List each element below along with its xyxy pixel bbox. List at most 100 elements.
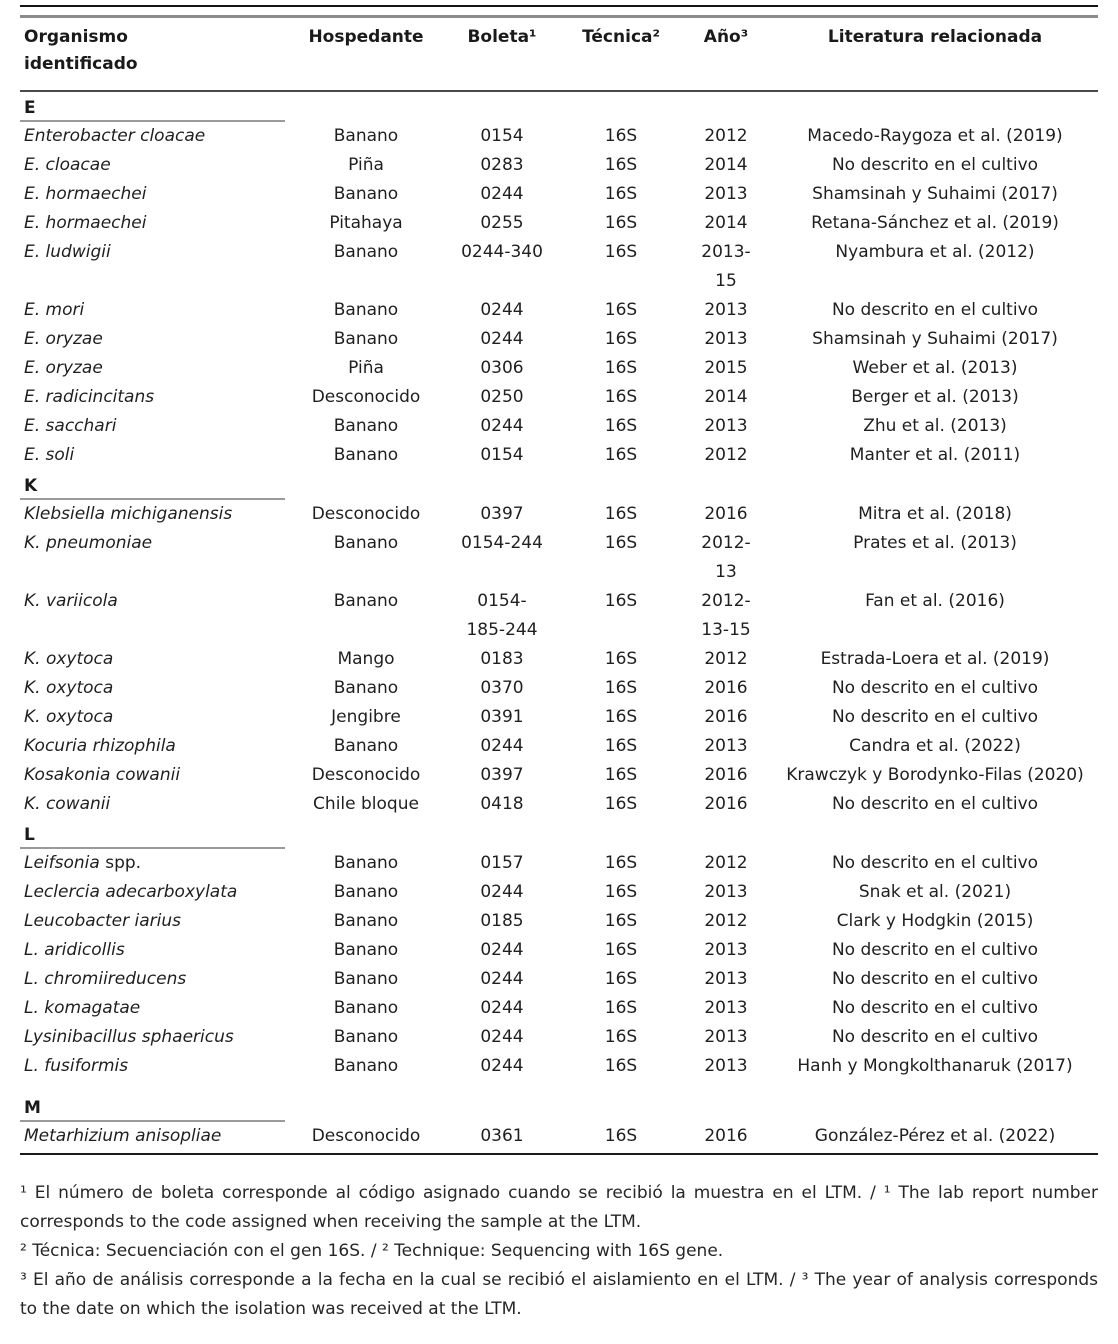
cell-host: Piña — [348, 155, 384, 175]
table-row: K. oxytoca Jengibre 0391 16S 2016 No descrito… — [20, 703, 1098, 732]
cell-host: Banano — [333, 1027, 399, 1047]
cell-tecnica: 16S — [604, 300, 638, 320]
cell-tecnica: 16S — [604, 998, 638, 1018]
cell-organism: Leucobacter iarius — [20, 907, 290, 936]
cell-organism: K. cowanii — [20, 790, 290, 819]
cell-boleta: 0255 — [480, 213, 524, 233]
organism-name: Enterobacter cloacae — [24, 126, 206, 146]
section-cell: L — [20, 819, 1098, 849]
cell-organism: E. radicincitans — [20, 383, 290, 412]
cell-host: Pitahaya — [329, 213, 403, 233]
section-label: L — [24, 825, 35, 845]
section-cell: K — [20, 470, 1098, 500]
cell-host: Banano — [333, 853, 399, 873]
cell-ano: 2012 — [704, 649, 748, 669]
cell-tecnica: 16S — [604, 155, 638, 175]
section-label: E — [24, 98, 36, 118]
cell-host: Mango — [337, 649, 395, 669]
top-rule-gray — [20, 15, 1098, 18]
cell-ano: 2012- 13 — [701, 533, 751, 582]
cell-literatura: No descrito en el cultivo — [831, 678, 1039, 698]
cell-literatura: No descrito en el cultivo — [831, 707, 1039, 727]
cell-ano: 2016 — [704, 794, 748, 814]
section-cell: E — [20, 91, 1098, 122]
cell-literatura: No descrito en el cultivo — [831, 940, 1039, 960]
footnote-2: ² Técnica: Secuenciación con el gen 16S.… — [20, 1241, 724, 1261]
cell-boleta: 0244 — [480, 940, 524, 960]
cell-host: Banano — [333, 1056, 399, 1076]
cell-boleta: 0244 — [480, 969, 524, 989]
table-body: E Enterobacter cloacae Banano 0154 16S 2012 Ma… — [20, 91, 1098, 1155]
cell-ano: 2013 — [704, 969, 748, 989]
organism-name: Kosakonia cowanii — [24, 765, 181, 785]
cell-organism: L. fusiformis — [20, 1052, 290, 1081]
section-underline — [20, 498, 285, 500]
table-row: Leifsonia spp. Banano 0157 16S 2012 No descri… — [20, 849, 1098, 878]
cell-boleta: 0418 — [480, 794, 524, 814]
cell-ano: 2012 — [704, 911, 748, 931]
cell-literatura: Prates et al. (2013) — [853, 533, 1017, 553]
cell-literatura: Hanh y Mongkolthanaruk (2017) — [797, 1056, 1073, 1076]
cell-ano: 2012 — [704, 853, 748, 873]
organism-name: E. hormaechei — [24, 213, 147, 233]
organism-name: E. soli — [24, 445, 75, 465]
cell-ano: 2012- 13-15 — [701, 591, 751, 640]
cell-ano: 2016 — [704, 504, 748, 524]
cell-boleta: 0397 — [480, 765, 524, 785]
cell-literatura: Krawczyk y Borodynko-Filas (2020) — [786, 765, 1084, 785]
cell-host: Banano — [333, 300, 399, 320]
cell-tecnica: 16S — [604, 765, 638, 785]
cell-ano: 2013 — [704, 329, 748, 349]
cell-boleta: 0157 — [480, 853, 524, 873]
cell-boleta: 0244 — [480, 184, 524, 204]
section-row-K: K — [20, 470, 1098, 500]
column-header-organismo: Organismo identificado — [20, 18, 290, 92]
cell-organism: Enterobacter cloacae — [20, 122, 290, 151]
cell-boleta: 0244-340 — [461, 242, 543, 262]
table-row: E. hormaechei Pitahaya 0255 16S 2014 Retana-S… — [20, 209, 1098, 238]
cell-organism: K. oxytoca — [20, 703, 290, 732]
cell-organism: Metarhizium anisopliae — [20, 1122, 290, 1155]
organism-name: K. variicola — [24, 591, 118, 611]
cell-organism: E. hormaechei — [20, 209, 290, 238]
cell-host: Banano — [333, 416, 399, 436]
cell-host: Banano — [333, 184, 399, 204]
cell-tecnica: 16S — [604, 853, 638, 873]
cell-literatura: No descrito en el cultivo — [831, 998, 1039, 1018]
cell-ano: 2013 — [704, 940, 748, 960]
organism-name: Klebsiella michiganensis — [24, 504, 233, 524]
cell-literatura: Shamsinah y Suhaimi (2017) — [812, 329, 1058, 349]
cell-ano: 2013 — [704, 998, 748, 1018]
cell-boleta: 0185 — [480, 911, 524, 931]
cell-organism: Lysinibacillus sphaericus — [20, 1023, 290, 1052]
cell-host: Banano — [333, 940, 399, 960]
table-header: Organismo identificado Hospedante Boleta… — [20, 18, 1098, 92]
cell-boleta: 0244 — [480, 1027, 524, 1047]
cell-boleta: 0244 — [480, 736, 524, 756]
cell-ano: 2013 — [704, 300, 748, 320]
cell-literatura: Weber et al. (2013) — [852, 358, 1018, 378]
cell-literatura: No descrito en el cultivo — [831, 1027, 1039, 1047]
table-row: E. radicincitans Desconocido 0250 16S 2014 Be… — [20, 383, 1098, 412]
cell-ano: 2013- 15 — [701, 242, 751, 291]
organism-name: E. ludwigii — [24, 242, 111, 262]
cell-organism: E. ludwigii — [20, 238, 290, 296]
cell-ano: 2013 — [704, 736, 748, 756]
table-row: L. chromiireducens Banano 0244 16S 2013 No de… — [20, 965, 1098, 994]
table-row: E. ludwigii Banano 0244-340 16S 2013- 15 Nyam… — [20, 238, 1098, 296]
section-label: M — [24, 1098, 41, 1118]
cell-ano: 2016 — [704, 765, 748, 785]
cell-host: Banano — [333, 591, 399, 611]
table-row: K. pneumoniae Banano 0154-244 16S 2012- 13 Pr… — [20, 529, 1098, 587]
cell-host: Desconocido — [290, 1122, 442, 1155]
table-row: E. hormaechei Banano 0244 16S 2013 Shamsinah … — [20, 180, 1098, 209]
footnote-1: ¹ El número de boleta corresponde al cód… — [20, 1183, 1098, 1232]
cell-boleta: 0370 — [480, 678, 524, 698]
cell-ano: 2013 — [704, 1027, 748, 1047]
cell-boleta: 0283 — [480, 155, 524, 175]
cell-tecnica: 16S — [604, 1027, 638, 1047]
cell-tecnica: 16S — [604, 329, 638, 349]
cell-literatura: González-Pérez et al. (2022) — [772, 1122, 1098, 1155]
cell-ano: 2012 — [704, 445, 748, 465]
column-header-ano: Año³ — [680, 18, 772, 92]
